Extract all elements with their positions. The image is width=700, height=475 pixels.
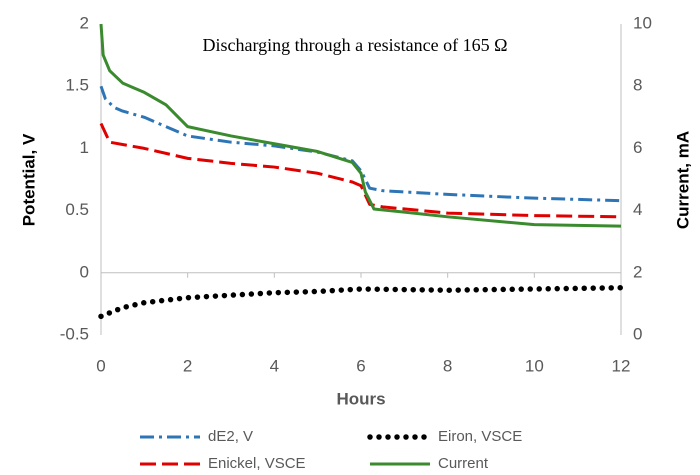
y-tick-label: 2 xyxy=(80,13,89,32)
x-axis-label: Hours xyxy=(336,389,385,408)
series-line xyxy=(99,85,622,203)
series-line xyxy=(98,284,624,320)
series-line xyxy=(99,23,622,228)
legend-label: Eiron, VSCE xyxy=(438,428,522,445)
legend-label: Current xyxy=(438,455,489,472)
y-tick-label: 0.5 xyxy=(65,200,89,219)
y2-tick-label: 10 xyxy=(633,13,652,32)
x-tick-label: 4 xyxy=(270,356,279,375)
x-tick-label: 0 xyxy=(96,356,105,375)
y2-tick-label: 6 xyxy=(633,138,642,157)
x-tick-label: 10 xyxy=(525,356,544,375)
y2-tick-label: 2 xyxy=(633,262,642,281)
y-tick-label: 1.5 xyxy=(65,76,89,95)
y2-tick-label: 8 xyxy=(633,76,642,95)
y2-tick-label: 0 xyxy=(633,324,642,343)
legend-label: Enickel, VSCE xyxy=(208,455,306,472)
legend-label: dE2, V xyxy=(208,428,253,445)
y-axis-label: Potential, V xyxy=(19,133,38,226)
chart-title: Discharging through a resistance of 165 … xyxy=(203,35,508,55)
y-tick-label: -0.5 xyxy=(60,324,89,343)
y2-tick-label: 4 xyxy=(633,200,642,219)
series-line xyxy=(99,122,622,219)
y-tick-label: 0 xyxy=(80,262,89,281)
y2-axis-label: Current, mA xyxy=(673,131,692,229)
x-tick-label: 8 xyxy=(443,356,452,375)
x-tick-label: 2 xyxy=(183,356,192,375)
x-tick-label: 6 xyxy=(356,356,365,375)
y-tick-label: 1 xyxy=(80,138,89,157)
x-tick-label: 12 xyxy=(612,356,631,375)
